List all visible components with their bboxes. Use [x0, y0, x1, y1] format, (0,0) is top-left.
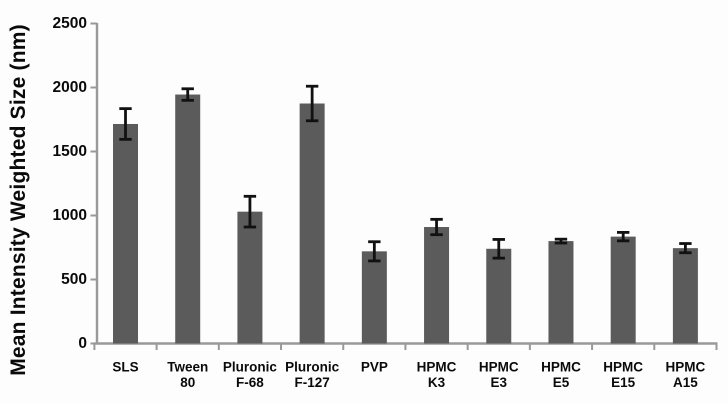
x-category-labels: SLS Tween 80 Pluronic F-68 Pluronic F-127 PVP HP…: [112, 360, 705, 391]
y-tick-label: 500: [61, 271, 87, 288]
x-category-label: HPMC E5: [541, 360, 581, 391]
x-category-label: SLS: [112, 360, 138, 375]
bar: [175, 94, 201, 344]
bar: [424, 227, 450, 344]
x-category-label: Pluronic F-127: [285, 360, 339, 391]
x-category-label: HPMC A15: [666, 360, 706, 391]
y-tick-labels: 0 500 1000 1500 2000 2500: [53, 15, 87, 352]
y-tick-label: 0: [78, 335, 87, 352]
bar: [486, 248, 512, 344]
x-category-label: Tween 80: [167, 360, 208, 391]
x-category-label: HPMC E15: [603, 360, 643, 391]
bar: [672, 248, 698, 344]
y-axis-title: Mean Intensity Weighted Size (nm): [7, 24, 30, 376]
x-category-label: PVP: [361, 360, 388, 375]
bar: [299, 103, 325, 344]
bar: [361, 251, 387, 344]
y-tick-label: 1500: [53, 143, 87, 160]
x-category-label: Pluronic F-68: [223, 360, 277, 391]
x-category-label: HPMC E3: [479, 360, 519, 391]
bar: [237, 211, 263, 344]
y-tick-label: 2500: [53, 15, 87, 32]
bar: [548, 241, 574, 344]
y-tick-label: 2000: [53, 79, 87, 96]
x-category-label: HPMC K3: [417, 360, 457, 391]
y-tick-label: 1000: [53, 207, 87, 224]
bar: [610, 236, 636, 344]
error-bars-group: [119, 84, 692, 263]
bars-group: [113, 94, 698, 344]
bar: [113, 123, 139, 344]
